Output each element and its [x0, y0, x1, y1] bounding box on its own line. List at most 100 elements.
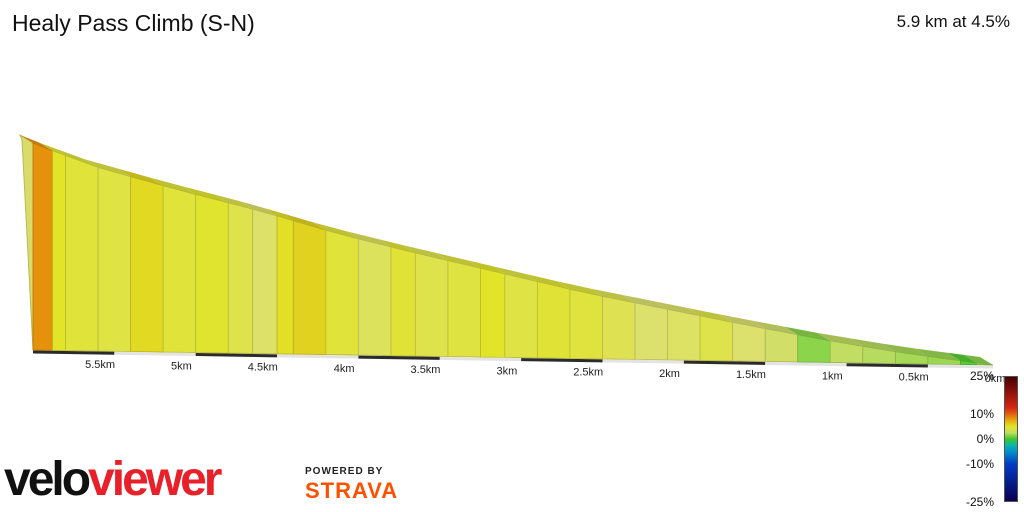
profile-segment: [634, 302, 668, 361]
profile-segment: [414, 252, 449, 357]
axis-distance-band: [765, 361, 847, 367]
x-tick-label: 2km: [659, 368, 680, 380]
gradient-color-scale: [1004, 376, 1018, 502]
profile-segment-top: [264, 207, 294, 221]
strava-logo-text: STRAVA: [305, 478, 399, 503]
profile-segment: [276, 215, 294, 355]
grade-segments: [18, 133, 994, 366]
axis-distance-band: [439, 356, 522, 362]
profile-segment-top: [377, 238, 416, 253]
profile-segment: [390, 246, 416, 357]
profile-segment-top: [556, 281, 603, 297]
x-tick-label: 2.5km: [573, 367, 603, 379]
profile-segment-top: [752, 320, 798, 335]
gradient-legend: 25% 10% 0% -10% -25%: [960, 369, 1024, 512]
elevation-profile-chart: 5.5km 5km 4.5km 4km 3.5km 3km 2.5km 2km 1.5km 1km…: [18, 133, 1005, 385]
profile-segment: [569, 288, 603, 360]
profile-segment-top: [687, 307, 733, 323]
legend-label: -10%: [965, 457, 994, 472]
profile-segment: [504, 273, 538, 359]
profile-segment-top: [345, 230, 391, 247]
profile-segment: [130, 176, 164, 353]
x-tick-label: 4.5km: [248, 362, 278, 374]
profile-segment: [32, 142, 53, 351]
profile-segment: [667, 308, 701, 361]
profile-segment: [764, 328, 799, 363]
profile-segment: [976, 362, 994, 366]
x-tick-label: 5km: [171, 360, 192, 372]
profile-side-face: [18, 133, 34, 351]
legend-label: 10%: [969, 406, 994, 421]
x-tick-label: 3.5km: [411, 364, 441, 376]
profile-segment-top: [849, 338, 896, 352]
axis-distance-band: [602, 359, 684, 364]
axis-distance-band: [521, 358, 603, 363]
profile-segment-top: [239, 201, 278, 216]
profile-segment: [52, 150, 66, 351]
profile-segment-top: [784, 326, 831, 341]
axis-distance-band: [927, 364, 994, 369]
profile-segment-top: [491, 266, 538, 282]
axis-distance-band: [846, 363, 928, 368]
distance-tick-labels: 5.5km 5km 4.5km 4km 3.5km 3km 2.5km 2km 1.5km 1km…: [85, 359, 1005, 385]
chart-title: Healy Pass Climb (S-N): [12, 10, 255, 36]
powered-by-strava: POWERED BY STRAVA: [305, 466, 398, 504]
profile-segment-top: [524, 273, 570, 290]
profile-segment-top: [947, 352, 977, 363]
veloviewer-logo: veloviewer: [4, 452, 304, 508]
profile-segment-top: [654, 301, 701, 316]
profile-segment: [97, 166, 132, 352]
logo-viewer-text: viewer: [88, 453, 222, 506]
profile-segment: [325, 229, 359, 356]
axis-distance-band: [358, 355, 440, 360]
profile-segment: [65, 154, 99, 352]
profile-segment-top: [39, 142, 66, 156]
x-tick-label: 1km: [822, 370, 843, 382]
profile-segment: [195, 193, 229, 354]
profile-segment-top: [402, 244, 448, 261]
profile-segment: [252, 208, 278, 355]
profile-segment-top: [719, 314, 766, 329]
profile-segment: [732, 321, 766, 362]
profile-segment-top: [434, 252, 481, 269]
profile-segment-top: [589, 288, 636, 303]
logo-velo-text: velo: [4, 453, 91, 506]
profile-segment-top: [182, 186, 229, 203]
profile-segment-top: [150, 177, 196, 195]
profile-segment-top: [85, 159, 131, 177]
axis-distance-band: [32, 350, 115, 355]
x-tick-label: 5.5km: [85, 359, 115, 371]
profile-segment: [358, 238, 392, 356]
axis-distance-band: [195, 353, 278, 358]
profile-segment-top: [52, 147, 99, 168]
x-tick-label: 3km: [496, 365, 517, 377]
profile-segment: [292, 220, 327, 355]
profile-segment: [227, 202, 254, 354]
x-tick-label: 4km: [334, 363, 355, 375]
profile-segment-top: [963, 354, 993, 365]
profile-segment-top: [882, 343, 928, 357]
profile-segment-top: [215, 194, 253, 210]
x-tick-label: 0.5km: [899, 372, 929, 384]
profile-segment-top: [280, 212, 326, 231]
legend-label: 0%: [976, 432, 994, 446]
climb-summary: 5.9 km at 4.5%: [896, 12, 1010, 31]
x-tick-label: 0km: [985, 373, 1006, 385]
profile-segment: [480, 267, 506, 358]
axis-distance-band: [683, 360, 766, 365]
distance-axis: [32, 350, 994, 369]
profile-segment-top: [817, 332, 863, 347]
profile-segment-top: [622, 294, 668, 310]
legend-label: -25%: [965, 495, 994, 509]
axis-distance-band: [114, 351, 196, 357]
profile-segment-top: [20, 135, 53, 151]
profile-segment-top: [914, 348, 961, 361]
legend-label: 25%: [969, 369, 994, 383]
profile-segment: [602, 295, 636, 360]
profile-segment: [162, 185, 197, 353]
powered-by-text: POWERED BY: [305, 466, 384, 477]
profile-segment-top: [117, 168, 164, 186]
profile-segment: [699, 315, 734, 362]
profile-segment: [537, 281, 571, 359]
profile-segment-top: [467, 260, 505, 275]
